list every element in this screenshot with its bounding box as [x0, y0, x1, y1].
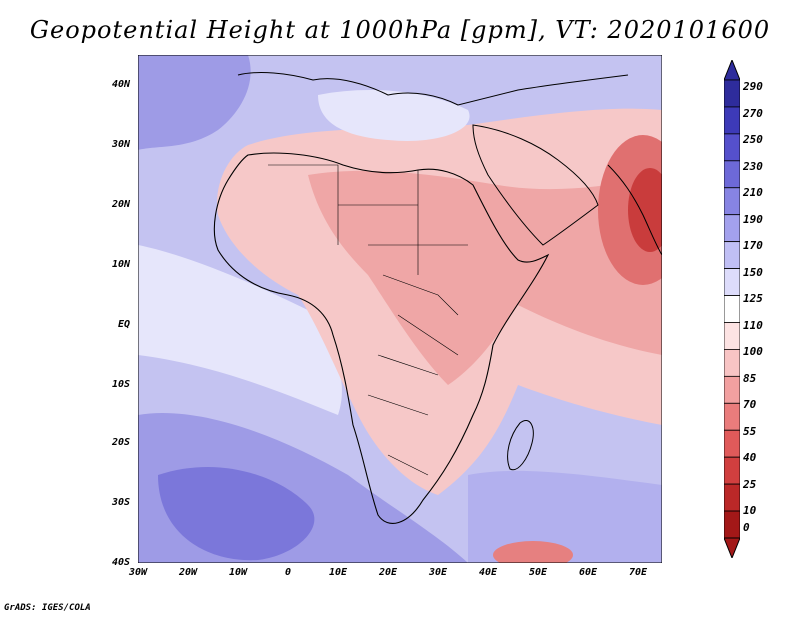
- south-indian-low: [493, 541, 573, 563]
- lon-label-30w: 30W: [128, 567, 148, 578]
- lon-label-70e: 70E: [628, 567, 648, 578]
- colorbar-cell: [724, 187, 740, 216]
- colorbar-label-100: 100: [743, 345, 763, 358]
- colorbar-label-40: 40: [743, 451, 757, 464]
- colorbar-label-0: 0: [743, 521, 750, 534]
- colorbar-label-150: 150: [743, 266, 763, 279]
- colorbar: [724, 60, 740, 558]
- lon-label-60e: 60E: [578, 567, 598, 578]
- lon-label-20e: 20E: [378, 567, 398, 578]
- colorbar-cell: [724, 133, 740, 162]
- atlantic-pale-band: [138, 245, 342, 415]
- colorbar-cell: [724, 375, 740, 404]
- colorbar-cell: [724, 214, 740, 243]
- colorbar-cell: [724, 79, 740, 108]
- map-panel: [138, 55, 662, 563]
- madagascar-outline: [507, 420, 534, 471]
- lat-label-30s: 30S: [111, 497, 130, 508]
- lon-label-40e: 40E: [478, 567, 498, 578]
- colorbar-label-85: 85: [743, 372, 757, 385]
- colorbar-bottom-arrow: [724, 537, 740, 558]
- colorbar-cell: [724, 160, 740, 189]
- lat-label-40n: 40N: [111, 79, 130, 90]
- colorbar-label-170: 170: [743, 239, 763, 252]
- lon-label-50e: 50E: [528, 567, 548, 578]
- colorbar-cell: [724, 483, 740, 512]
- colorbar-cell: [724, 268, 740, 296]
- colorbar-label-70: 70: [743, 398, 757, 411]
- colorbar-label-210: 210: [743, 186, 763, 199]
- lat-label-20n: 20N: [111, 199, 130, 210]
- colorbar-cell: [724, 510, 740, 539]
- india-coastline: [607, 164, 662, 256]
- indian-ocean-south: [468, 470, 662, 563]
- lon-label-0: 0: [284, 567, 292, 578]
- north-atlantic-high: [138, 55, 251, 150]
- colorbar-label-270: 270: [743, 107, 763, 120]
- africa-coastline: [213, 152, 550, 524]
- south-atlantic-core: [158, 466, 315, 561]
- colorbar-label-25: 25: [743, 478, 757, 491]
- map-title: Geopotential Height at 1000hPa [gpm], VT…: [29, 16, 771, 44]
- grads-credit: GrADS: IGES/COLA: [4, 603, 91, 613]
- mediterranean-region: [318, 90, 470, 141]
- lat-label-20s: 20S: [111, 437, 130, 448]
- lon-label-10w: 10W: [228, 567, 248, 578]
- africa-low-inner: [308, 170, 662, 385]
- colorbar-label-110: 110: [743, 319, 763, 332]
- arabia-outline: [472, 124, 599, 246]
- colorbar-top-arrow: [724, 60, 740, 81]
- colorbar-cell: [724, 349, 740, 377]
- lon-label-30e: 30E: [428, 567, 448, 578]
- lon-label-10e: 10E: [328, 567, 348, 578]
- lat-label-10s: 10S: [111, 379, 130, 390]
- colorbar-label-250: 250: [743, 133, 763, 146]
- lat-label-eq: EQ: [117, 319, 130, 330]
- lat-label-30n: 30N: [111, 139, 130, 150]
- colorbar-cell: [724, 241, 740, 269]
- colorbar-cell: [724, 429, 740, 458]
- colorbar-cell: [724, 106, 740, 135]
- colorbar-label-290: 290: [743, 80, 763, 93]
- colorbar-label-230: 230: [743, 160, 763, 173]
- colorbar-label-55: 55: [743, 425, 757, 438]
- lat-label-40s: 40S: [111, 557, 130, 568]
- arabian-sea-core: [628, 168, 662, 252]
- colorbar-cell: [724, 322, 740, 350]
- lon-label-20w: 20W: [178, 567, 198, 578]
- colorbar-label-10: 10: [743, 504, 757, 517]
- colorbar-cell: [724, 295, 740, 323]
- country-borders: [268, 164, 468, 476]
- colorbar-label-125: 125: [743, 292, 763, 305]
- lat-label-10n: 10N: [111, 259, 130, 270]
- colorbar-cell: [724, 402, 740, 431]
- colorbar-cell: [724, 456, 740, 485]
- europe-coastline: [237, 72, 629, 106]
- colorbar-label-190: 190: [743, 213, 763, 226]
